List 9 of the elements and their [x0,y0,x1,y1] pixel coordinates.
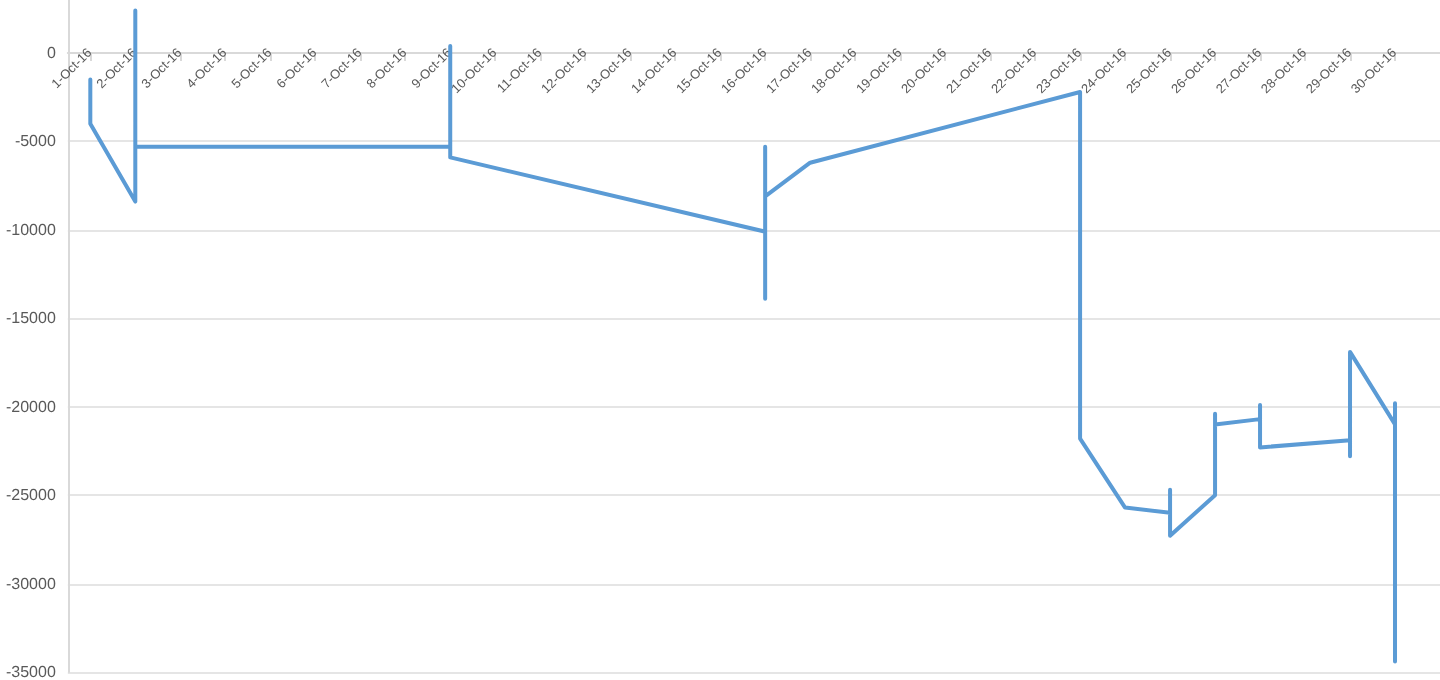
y-tick-label: -25000 [5,486,57,505]
line-series [88,8,1398,664]
y-tick-label: -15000 [5,309,57,328]
y-tick-label: -5000 [14,132,57,151]
y-tick-label: 0 [46,44,57,63]
y-tick-label: -10000 [5,220,57,239]
y-tick-label: -30000 [5,574,57,593]
y-tick-label: -20000 [5,397,57,416]
y-tick-label: -35000 [5,663,57,680]
